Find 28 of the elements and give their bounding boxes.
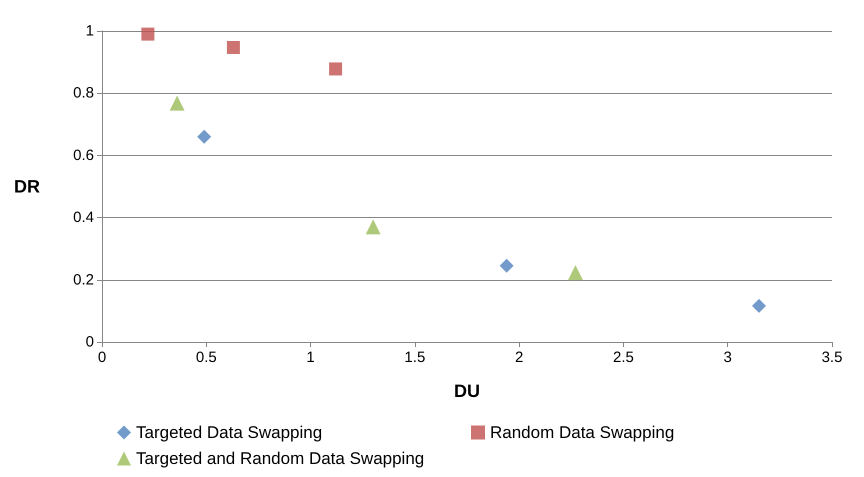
point — [170, 96, 185, 111]
y-tick-label: 0.8 — [73, 84, 94, 102]
x-tick-label: 2.5 — [613, 349, 634, 366]
point — [329, 62, 342, 76]
y-tick-label: 0.2 — [73, 271, 94, 288]
legend-label: Targeted Data Swapping — [136, 423, 322, 442]
point — [752, 298, 766, 313]
y-tick-label: 0 — [86, 334, 94, 350]
x-tick-label: 3 — [724, 349, 732, 366]
point — [226, 40, 240, 54]
point — [366, 219, 381, 234]
point — [141, 28, 154, 41]
legend-label: Random Data Swapping — [490, 423, 674, 442]
point — [500, 258, 514, 273]
x-tick-label: 3.5 — [822, 349, 842, 366]
y-tick-label: 1 — [86, 22, 94, 40]
x-tick-label: 2 — [514, 349, 524, 366]
y-tick-label: 0.4 — [73, 209, 94, 226]
x-tick-label: 0 — [98, 349, 106, 366]
y-axis-title: DR — [14, 176, 40, 196]
y-tick-label: 0.6 — [73, 146, 94, 164]
x-tick-label: 1.5 — [404, 349, 426, 366]
x-axis-title: DU — [454, 381, 480, 401]
legend-label: Targeted and Random Data Swapping — [136, 449, 424, 468]
point — [568, 265, 583, 280]
x-tick-label: 1 — [306, 349, 315, 366]
point — [197, 130, 212, 144]
x-tick-label: 0.5 — [196, 349, 217, 366]
